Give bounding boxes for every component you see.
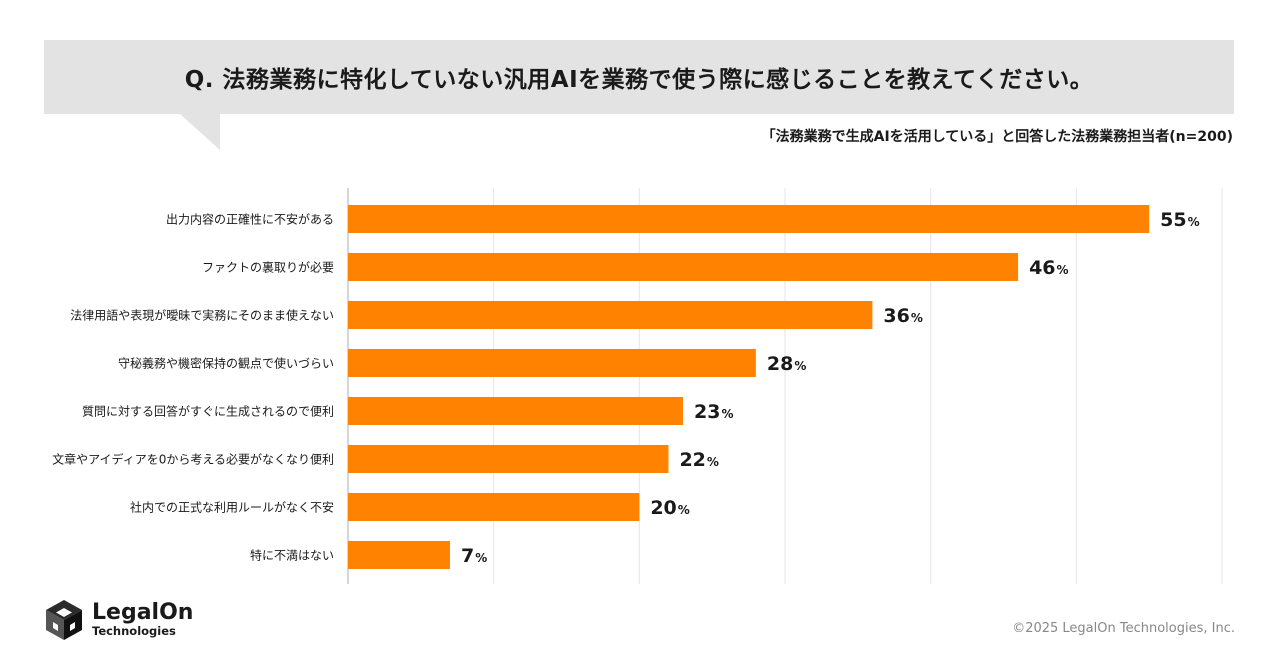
respondents-note: 「法務業務で生成AIを活用している」と回答した法務業務担当者(n=200) [761, 129, 1233, 145]
category-label: 質問に対する回答がすぐに生成されるので便利 [82, 404, 334, 419]
logo-sub: Technologies [92, 624, 176, 639]
category-label: 法律用語や表現が曖昧で実務にそのまま使えない [70, 308, 334, 323]
category-label: 出力内容の正確性に不安がある [166, 212, 334, 227]
value-label: 20% [650, 497, 689, 519]
logo-name: LegalOn [92, 600, 194, 626]
value-label: 23% [694, 401, 733, 423]
value-label: 36% [883, 305, 922, 327]
bar [348, 349, 756, 377]
category-label: 特に不満はない [250, 548, 334, 563]
copyright: ©2025 LegalOn Technologies, Inc. [1012, 621, 1235, 636]
value-label: 46% [1029, 257, 1068, 279]
category-label: 守秘義務や機密保持の観点で使いづらい [118, 356, 334, 371]
banner-tail [180, 114, 220, 150]
value-label: 28% [767, 353, 806, 375]
category-label: 文章やアイディアを0から考える必要がなくなり便利 [52, 452, 334, 467]
logo: LegalOn Technologies [44, 598, 193, 642]
bar [348, 205, 1150, 233]
question-banner: Q. 法務業務に特化していない汎用AIを業務で使う際に感じることを教えてください… [44, 40, 1234, 114]
value-label: 55% [1160, 209, 1199, 231]
bar [348, 397, 684, 425]
bar [348, 301, 873, 329]
bar [348, 253, 1019, 281]
value-label: 7% [461, 545, 487, 567]
category-label: ファクトの裏取りが必要 [202, 260, 334, 275]
category-label: 社内での正式な利用ルールがなく不安 [130, 500, 334, 515]
value-label: 22% [679, 449, 718, 471]
question-text: Q. 法務業務に特化していない汎用AIを業務で使う際に感じることを教えてください… [184, 67, 1094, 93]
bar [348, 493, 640, 521]
bar [348, 541, 450, 569]
legalon-cube-icon [46, 600, 82, 640]
bar [348, 445, 669, 473]
